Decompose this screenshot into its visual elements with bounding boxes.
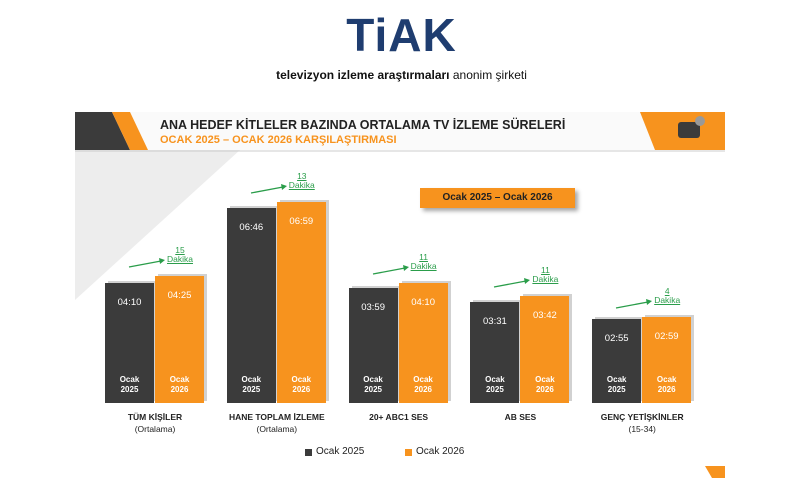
bar: [520, 296, 570, 403]
legend-label: Ocak 2025: [316, 446, 365, 457]
difference-value: 15: [175, 244, 185, 255]
tagline: televizyon izleme araştırmaları anonim ş…: [0, 68, 803, 82]
category-label: TÜM KİŞİLER: [127, 412, 183, 422]
difference-arrow: [494, 278, 531, 289]
bar: [226, 208, 276, 403]
category-note: (Ortalama): [256, 424, 298, 434]
legend-swatch: [405, 449, 412, 456]
bar-series-label: Ocak 2025: [606, 375, 627, 394]
value-label: 03:59: [361, 302, 385, 314]
bar-series-label: Ocak 2025: [241, 375, 262, 394]
difference-value: 13: [297, 170, 307, 181]
annotation-box: Ocak 2025 – Ocak 2026: [420, 188, 575, 208]
difference-arrow: [250, 183, 287, 194]
difference-unit: Dakika: [288, 179, 315, 190]
tagline-rest: anonim şirketi: [452, 68, 527, 82]
bar-series-label: Ocak 2026: [535, 375, 555, 394]
difference-unit: Dakika: [410, 261, 437, 271]
bar: [642, 317, 692, 403]
difference-value: 4: [664, 286, 670, 297]
difference-unit: Dakika: [654, 295, 681, 306]
bar: [276, 201, 326, 403]
bar-series-label: Ocak 2026: [656, 375, 677, 394]
category-label: AB SES: [504, 412, 537, 422]
difference-value: 11: [540, 265, 550, 276]
bar: [592, 319, 642, 403]
bar-series-label: Ocak 2026: [169, 375, 190, 394]
value-label: 02:59: [654, 331, 679, 343]
category-label: 20+ ABC1 SES: [369, 412, 429, 422]
difference-unit: Dakika: [167, 253, 193, 264]
bar-series-label: Ocak 2026: [291, 375, 312, 394]
chart-subtitle: OCAK 2025 – OCAK 2026 KARŞILAŞTIRMASI: [160, 134, 397, 146]
chart-title: ANA HEDEF KİTLELER BAZINDA ORTALAMA TV İ…: [160, 118, 566, 132]
bar: [155, 275, 204, 403]
difference-arrow: [616, 299, 653, 309]
value-label: 03:31: [483, 315, 507, 327]
value-label: 04:25: [167, 289, 192, 301]
bar: [348, 288, 398, 403]
value-label: 04:10: [411, 297, 435, 308]
legend-label: Ocak 2026: [416, 446, 465, 457]
bar: [470, 301, 520, 403]
difference-arrow: [372, 265, 409, 275]
tagline-bold: televizyon izleme araştırmaları: [276, 68, 450, 82]
value-label: 06:59: [289, 215, 314, 227]
category-note: (Ortalama): [134, 424, 176, 434]
legend-swatch: [305, 449, 312, 456]
bar: [105, 283, 154, 403]
bar-series-label: Ocak 2025: [485, 375, 505, 394]
bar-series-label: Ocak 2026: [413, 375, 433, 394]
bar-series-label: Ocak 2025: [119, 375, 140, 394]
value-label: 06:46: [239, 222, 264, 234]
difference-arrow: [128, 257, 165, 268]
category-note: (15-34): [628, 424, 656, 434]
bar: [398, 283, 448, 403]
category-label: GENÇ YETİŞKİNLER: [600, 412, 684, 422]
value-label: 03:42: [533, 310, 557, 322]
logo: TiAK: [346, 9, 457, 61]
category-label: HANE TOPLAM İZLEME: [228, 412, 325, 422]
difference-unit: Dakika: [532, 274, 559, 285]
bar-series-label: Ocak 2025: [363, 375, 383, 394]
value-label: 02:55: [604, 333, 629, 344]
value-label: 04:10: [117, 297, 142, 308]
difference-value: 11: [419, 252, 428, 262]
